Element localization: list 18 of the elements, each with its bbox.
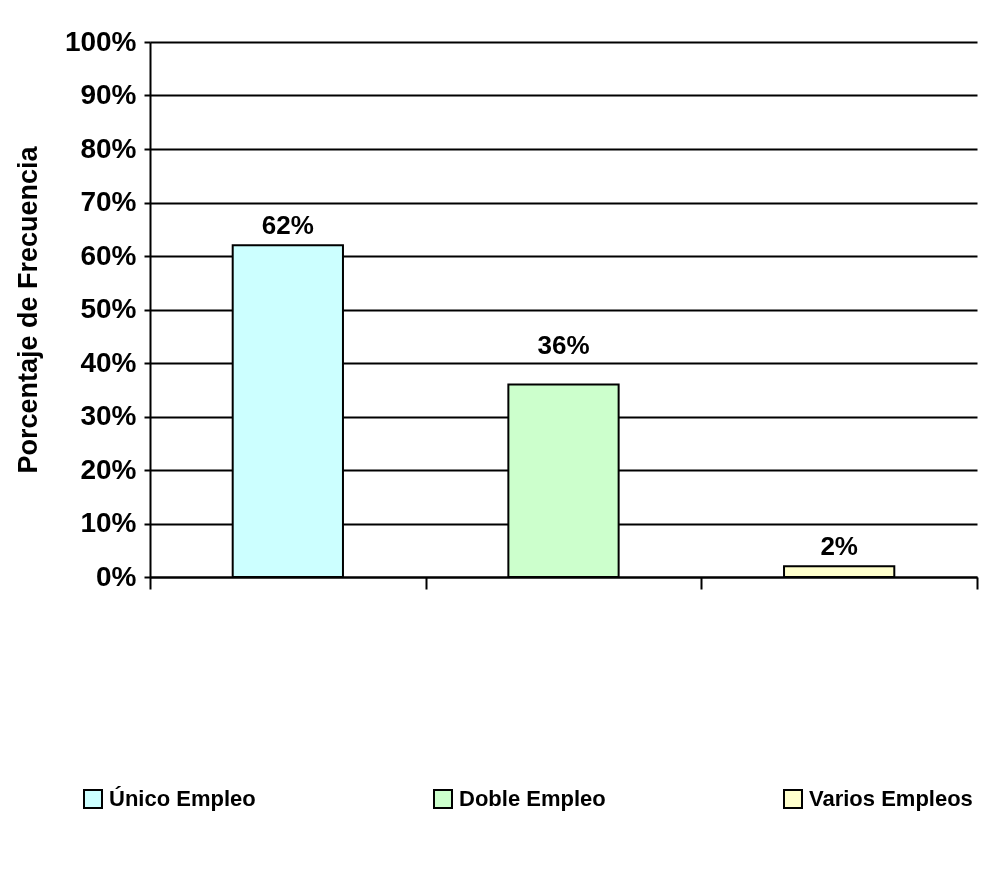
data-label: 2% bbox=[820, 531, 858, 562]
legend-label: Varios Empleos bbox=[809, 786, 973, 811]
y-tick-label: 20% bbox=[80, 453, 137, 485]
y-tick-label: 60% bbox=[80, 239, 137, 271]
y-tick-label: 100% bbox=[64, 25, 137, 57]
y-axis-title: Porcentaje de Frecuencia bbox=[12, 145, 43, 474]
y-tick-label: 30% bbox=[80, 400, 137, 431]
y-tick-label: 40% bbox=[80, 346, 137, 378]
y-tick-label: 50% bbox=[80, 293, 137, 324]
legend-label: Doble Empleo bbox=[459, 786, 606, 811]
y-tick-label: 80% bbox=[80, 132, 137, 164]
legend-label: Único Empleo bbox=[109, 786, 256, 811]
y-tick-label: 10% bbox=[80, 507, 137, 538]
y-tick-label: 90% bbox=[80, 79, 137, 110]
data-label: 36% bbox=[537, 330, 590, 361]
data-label: 62% bbox=[261, 210, 314, 241]
y-tick-label: 0% bbox=[96, 560, 137, 592]
y-tick-label: 70% bbox=[80, 186, 137, 217]
